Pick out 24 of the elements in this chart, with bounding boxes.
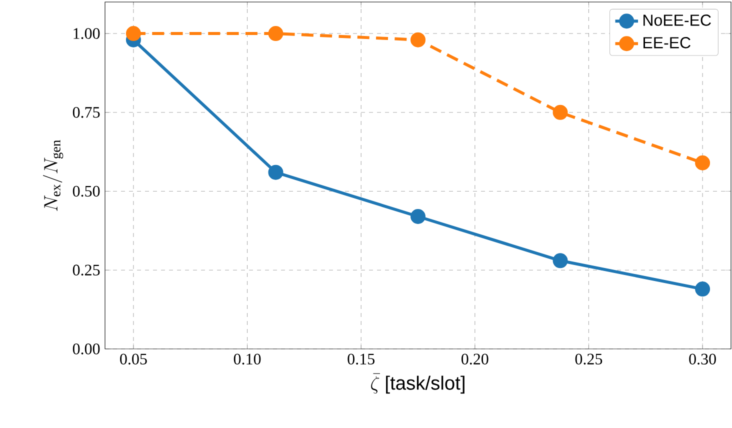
x-tick-label: 0.15 [348,354,374,365]
x-tick-label: 0.10 [234,354,261,365]
point [126,26,141,42]
point [410,209,426,224]
y-tick-label: 0.25 [72,264,100,276]
point [695,155,710,170]
y-tick-label: 0.00 [72,344,100,354]
y-tick-label: 0.75 [72,106,100,118]
point [410,32,426,48]
x-axis-title: $\bar{\zeta}\ \textsf{[task/slot]}$ [371,373,464,394]
point [552,104,568,120]
point [268,164,284,180]
point [695,282,710,297]
x-tick-label: 0.30 [689,354,716,365]
point [552,253,568,268]
y-axis-title: $N_{\mathrm{ex}}/N_{\mathrm{gen}}$ [43,140,64,211]
legend-label: NoEE-EC [644,14,711,26]
x-tick-label: 0.25 [575,354,602,365]
legend-label: EE-EC [644,37,690,48]
y-tick-label: 1.00 [74,28,100,39]
x-tick-label: 0.20 [462,354,488,365]
point [268,26,284,42]
y-tick-label: 0.50 [72,186,100,197]
x-tick-label: 0.05 [120,354,147,365]
